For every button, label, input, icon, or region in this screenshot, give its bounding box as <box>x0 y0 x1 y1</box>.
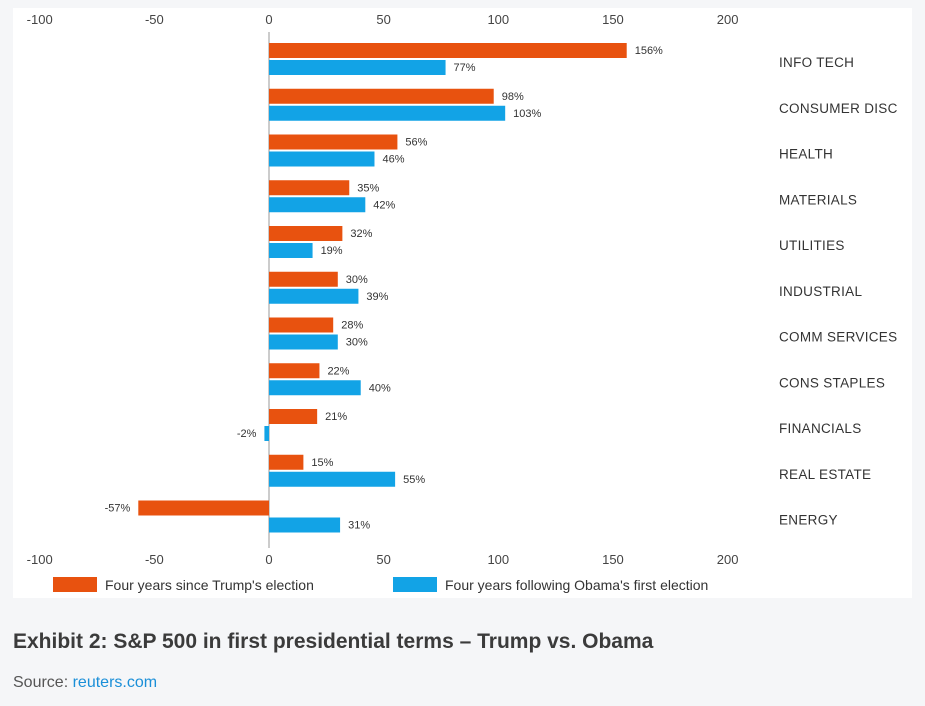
obama-bar <box>269 517 341 533</box>
trump-bar <box>269 226 343 241</box>
trump-bar <box>269 88 494 104</box>
data-label: 21% <box>325 411 347 423</box>
source-link[interactable]: reuters.com <box>72 674 158 691</box>
data-label: 56% <box>405 137 427 149</box>
obama-bar <box>269 471 396 487</box>
chart-panel: -100 -100 -50 -50 0 0 50 50 100 100 150 150 200 200 IN… <box>13 8 912 598</box>
data-label: -2% <box>237 428 257 440</box>
x-tick-label-bottom: 0 <box>265 552 272 567</box>
x-tick-label-bottom: 200 <box>717 552 739 567</box>
x-tick-label-bottom: 50 <box>376 552 390 567</box>
trump-bar <box>269 180 350 196</box>
obama-bar <box>269 151 375 167</box>
trump-bar <box>269 317 334 333</box>
source-line: Source: reuters.com <box>13 674 157 692</box>
legend-label: Four years following Obama's first elect… <box>445 577 708 593</box>
trump-bar <box>269 134 398 150</box>
data-label: 55% <box>403 474 425 486</box>
trump-bar <box>269 454 304 470</box>
legend-label: Four years since Trump's election <box>105 577 314 593</box>
source-prefix: Source: <box>13 674 73 691</box>
data-label: 42% <box>373 199 395 211</box>
x-tick-label-bottom: 100 <box>487 552 509 567</box>
category-label: REAL ESTATE <box>779 467 871 482</box>
category-label: INDUSTRIAL <box>779 284 862 299</box>
data-label: -57% <box>105 503 131 515</box>
category-label: INFO TECH <box>779 55 854 70</box>
data-label: 31% <box>348 520 370 532</box>
obama-bar <box>269 288 359 304</box>
x-tick-label-top: 0 <box>265 12 272 27</box>
trump-bar <box>138 500 269 516</box>
legend-swatch-trump <box>53 577 97 592</box>
trump-bar <box>269 271 338 287</box>
obama-bar <box>269 197 366 213</box>
x-tick-label-top: 200 <box>717 12 739 27</box>
x-tick-label-top: 150 <box>602 12 624 27</box>
data-label: 40% <box>369 382 391 394</box>
data-label: 22% <box>327 365 349 377</box>
data-label: 32% <box>350 228 372 240</box>
x-tick-label-top: -50 <box>145 12 164 27</box>
category-label: FINANCIALS <box>779 421 862 436</box>
data-label: 28% <box>341 320 363 332</box>
data-label: 19% <box>321 245 343 257</box>
category-label: COMM SERVICES <box>779 330 897 345</box>
data-label: 39% <box>366 291 388 303</box>
data-label: 46% <box>382 154 404 166</box>
x-tick-label-bottom: -100 <box>27 552 53 567</box>
data-label: 35% <box>357 182 379 194</box>
category-label: UTILITIES <box>779 238 845 253</box>
data-label: 103% <box>513 108 541 120</box>
x-tick-label-bottom: -50 <box>145 552 164 567</box>
trump-bar <box>269 43 627 58</box>
data-label: 30% <box>346 274 368 286</box>
obama-bar <box>269 243 313 258</box>
category-label: CONSUMER DISC <box>779 101 898 116</box>
category-label: MATERIALS <box>779 192 857 207</box>
x-tick-label-top: 50 <box>376 12 390 27</box>
obama-bar <box>269 105 506 121</box>
trump-bar <box>269 409 318 424</box>
category-label: HEALTH <box>779 147 833 162</box>
category-label: CONS STAPLES <box>779 375 885 390</box>
data-label: 30% <box>346 337 368 349</box>
legend-swatch-obama <box>393 577 437 592</box>
x-tick-label-bottom: 150 <box>602 552 624 567</box>
trump-bar <box>269 363 320 379</box>
data-label: 15% <box>311 457 333 469</box>
category-label: ENERGY <box>779 513 838 528</box>
obama-bar <box>269 380 361 396</box>
obama-bar <box>269 60 446 75</box>
obama-bar <box>264 426 269 441</box>
bar-chart: -100 -100 -50 -50 0 0 50 50 100 100 150 150 200 200 IN… <box>27 12 898 593</box>
x-tick-label-top: 100 <box>487 12 509 27</box>
data-label: 156% <box>635 45 663 57</box>
x-tick-label-top: -100 <box>27 12 53 27</box>
obama-bar <box>269 334 338 350</box>
data-label: 77% <box>454 62 476 74</box>
data-label: 98% <box>502 91 524 103</box>
figure-caption: Exhibit 2: S&P 500 in first presidential… <box>13 630 654 653</box>
